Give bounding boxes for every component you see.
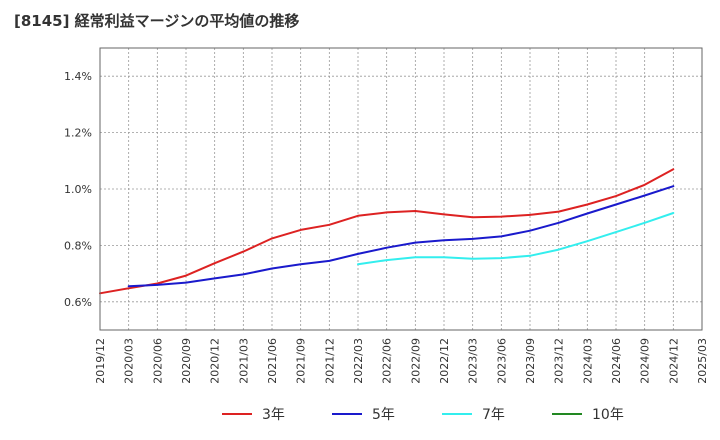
x-tick-label: 2020/03 bbox=[123, 338, 136, 384]
y-tick-label: 0.8% bbox=[64, 239, 92, 252]
x-tick-label: 2022/06 bbox=[381, 338, 394, 384]
x-tick-label: 2024/03 bbox=[581, 338, 594, 384]
series-line-3年 bbox=[99, 168, 675, 295]
x-tick-label: 2020/12 bbox=[209, 338, 222, 384]
legend-label: 10年 bbox=[592, 407, 624, 423]
y-tick-label: 1.4% bbox=[64, 70, 92, 83]
y-tick-label: 1.0% bbox=[64, 183, 92, 196]
x-tick-label: 2021/03 bbox=[237, 338, 250, 384]
x-tick-label: 2021/12 bbox=[323, 338, 336, 384]
x-tick-label: 2023/09 bbox=[524, 338, 537, 384]
y-tick-label: 1.2% bbox=[64, 127, 92, 140]
x-tick-label: 2019/12 bbox=[94, 338, 107, 384]
legend-label: 3年 bbox=[262, 407, 285, 423]
legend-label: 5年 bbox=[372, 407, 395, 423]
x-tick-label: 2021/06 bbox=[266, 338, 279, 384]
x-tick-label: 2024/06 bbox=[610, 338, 623, 384]
series-line-7年 bbox=[357, 212, 675, 266]
axes: 0.6% 0.8% 1.0% 1.2% 1.4% 2019/12 2020/03 2020/0… bbox=[64, 47, 709, 384]
x-tick-label: 2024/12 bbox=[667, 338, 680, 384]
x-tick-label: 2022/12 bbox=[438, 338, 451, 384]
x-tick-label: 2022/09 bbox=[409, 338, 422, 384]
series-lines bbox=[99, 168, 675, 295]
legend: 3年 5年 7年 10年 bbox=[222, 407, 624, 423]
x-tick-label: 2022/03 bbox=[352, 338, 365, 384]
plot-frame bbox=[99, 47, 703, 331]
x-tick-label: 2020/09 bbox=[180, 338, 193, 384]
chart-title: [8145] 経常利益マージンの平均値の推移 bbox=[14, 12, 300, 30]
y-tick-label: 0.6% bbox=[64, 296, 92, 309]
x-tick-label: 2020/06 bbox=[151, 338, 164, 384]
grid bbox=[99, 48, 703, 330]
x-tick-label: 2023/06 bbox=[495, 338, 508, 384]
x-tick-label: 2021/09 bbox=[295, 338, 308, 384]
x-tick-label: 2023/12 bbox=[553, 338, 566, 384]
x-tick-label: 2024/09 bbox=[639, 338, 652, 384]
x-tick-label: 2023/03 bbox=[467, 338, 480, 384]
legend-label: 7年 bbox=[482, 407, 505, 423]
series-line-5年 bbox=[127, 185, 675, 288]
x-tick-label: 2025/03 bbox=[696, 338, 709, 384]
